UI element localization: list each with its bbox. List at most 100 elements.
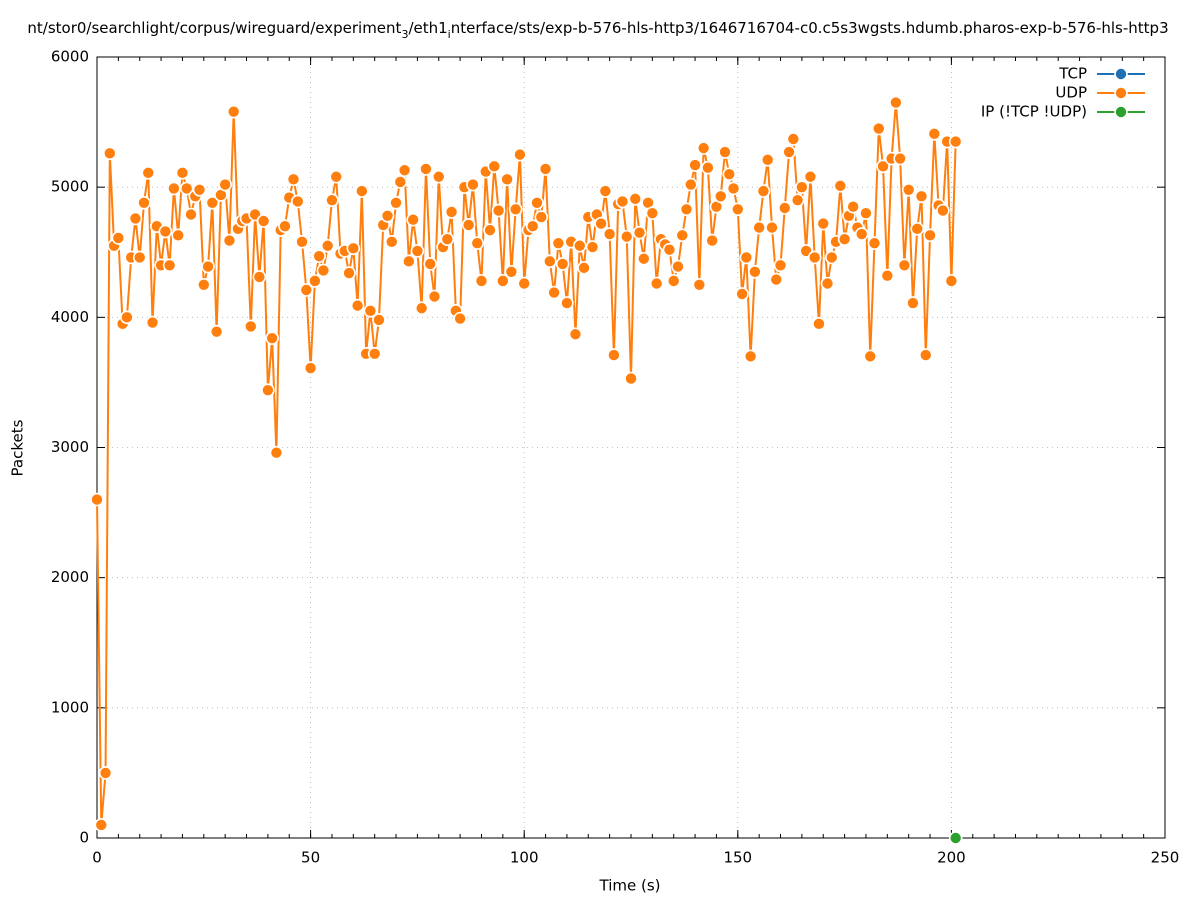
data-point [833,179,848,193]
data-point [914,189,929,204]
data-point [98,766,113,780]
data-point [171,228,185,243]
data-point [743,349,758,364]
data-point [414,301,429,316]
data-point [748,264,762,279]
data-point [410,244,425,258]
data-point [295,235,309,249]
chart-title: nt/stor0/searchlight/corpus/wireguard/ex… [27,19,1168,41]
data-point [397,163,412,178]
data-point [500,172,514,187]
data-point [94,818,109,832]
data-point [705,233,719,248]
data-point [389,195,403,210]
data-point [739,250,754,265]
data-point [782,145,796,159]
data-point [816,216,831,231]
data-point [299,283,314,297]
x-tick-label: 0 [92,849,102,867]
data-point [607,348,621,362]
data-point [470,236,485,250]
data-point [795,180,809,194]
data-point [948,134,963,149]
data-point [777,201,792,215]
data-point [679,202,694,217]
data-point [355,184,369,198]
legend-label: TCP [1058,65,1087,83]
data-point [243,319,258,334]
data-point [290,194,305,209]
data-point [466,177,480,192]
data-point [867,236,882,250]
data-point [773,258,788,273]
data-point [419,162,433,176]
data-point [602,227,617,241]
data-point [175,166,190,180]
data-point [269,445,284,460]
data-point [675,228,690,243]
data-point [431,169,446,184]
data-point [871,121,886,136]
legend-label: IP (!TCP !UDP) [981,103,1087,121]
data-point [572,238,587,253]
data-point [713,189,728,204]
data-point [662,242,677,257]
data-point [684,177,698,192]
data-point [624,371,638,386]
data-point [555,257,570,271]
data-point [897,258,912,273]
legend-marker [1114,67,1128,81]
data-point [111,231,126,245]
data-point [363,304,378,318]
data-point [308,274,322,288]
title-part: nterface/sts/exp-b-576-hls-http3/1646716… [451,19,1169,37]
data-point [329,169,344,184]
data-point [543,254,557,269]
data-point [393,175,408,189]
data-point [577,261,591,275]
y-tick-label: 4000 [51,308,89,326]
data-point [560,296,574,310]
data-point [538,162,553,176]
data-point [824,250,839,265]
data-point [103,146,117,161]
data-point [209,324,224,339]
data-point [585,240,600,254]
data-point [342,266,356,280]
data-point [786,132,801,146]
data-point [167,181,181,196]
data-point [350,298,365,313]
data-point [372,313,386,327]
data-point [427,289,442,304]
data-point [346,241,361,256]
data-point [944,274,959,288]
data-point [854,227,869,241]
data-point [184,207,198,222]
data-point [491,203,506,218]
title-part: 3 [401,28,408,41]
y-tick-label: 6000 [51,48,89,66]
data-point [568,327,583,342]
data-point [303,361,318,375]
data-point [769,272,784,287]
data-point [453,311,467,326]
data-point [936,203,950,218]
data-point [807,250,822,265]
data-point [312,249,326,263]
data-point [790,193,805,207]
data-point [205,195,220,210]
data-point [820,276,835,291]
data-point [380,209,395,223]
data-point [880,268,895,283]
series [90,95,963,832]
data-point [222,233,237,248]
data-point [901,182,916,197]
data-point [692,277,707,292]
data-point [752,220,766,235]
data-point [889,95,903,110]
x-tick-label: 50 [301,849,320,867]
data-point [201,259,215,274]
data-point [252,270,267,284]
data-point [594,216,608,231]
data-point [316,263,331,278]
